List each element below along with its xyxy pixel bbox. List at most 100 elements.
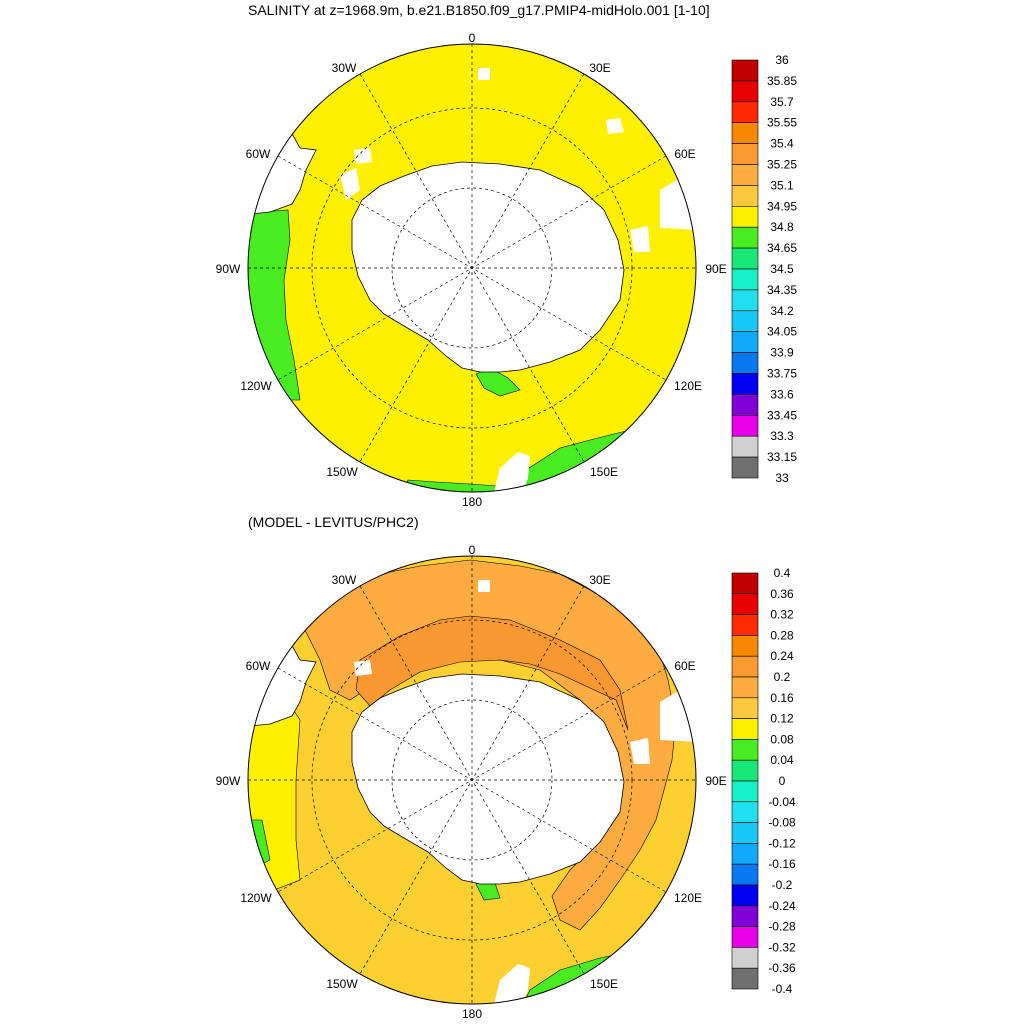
colorbar-swatch — [731, 843, 759, 865]
colorbar-swatch — [731, 101, 759, 124]
colorbar-swatch — [731, 352, 759, 374]
colorbar-swatch — [731, 373, 759, 395]
colorbar-tick-label: 35.55 — [767, 116, 797, 130]
top-lon-label: 180 — [462, 495, 482, 509]
bottom-lon-label: 150E — [590, 977, 618, 991]
colorbar-swatch — [731, 247, 759, 270]
bottom-lon-label: 90E — [705, 774, 726, 788]
colorbar-tick-label: -0.16 — [768, 857, 796, 871]
colorbar-swatch — [731, 905, 759, 927]
colorbar-tick-label: -0.36 — [768, 961, 796, 975]
colorbar-swatch — [731, 780, 759, 803]
colorbar-tick-label: 0.28 — [770, 628, 794, 642]
colorbar-swatch — [731, 676, 759, 699]
bottom-lon-label: 30E — [589, 573, 610, 587]
missing-patch — [606, 118, 624, 134]
top-lon-label: 150E — [590, 465, 618, 479]
colorbar-tick-label: 33 — [775, 471, 789, 485]
difference-colorbar: 0.4 0.36 0.32 0.28 0.24 0.2 0.16 0.12 0.08 0.04 0 -… — [731, 566, 796, 996]
colorbar-tick-label: 0.16 — [770, 691, 794, 705]
colorbar-swatch — [731, 697, 759, 719]
salinity-colorbar: 36 35.85 35.7 35.55 35.4 35.25 35.1 34.95 34.8 34… — [731, 53, 797, 485]
missing-patch — [630, 226, 650, 252]
colorbar-tick-label: 35.1 — [770, 178, 794, 192]
missing-patch — [340, 168, 360, 200]
colorbar-tick-label: 34.2 — [770, 304, 794, 318]
colorbar-swatch — [731, 801, 759, 823]
colorbar-tick-label: 0.12 — [770, 712, 794, 726]
colorbar-tick-label: 0.08 — [770, 732, 794, 746]
colorbar-tick-label: 0.32 — [770, 608, 794, 622]
colorbar-swatch — [731, 164, 759, 186]
colorbar-swatch — [731, 122, 759, 144]
colorbar-swatch — [731, 614, 759, 636]
bottom-lon-label: 90W — [216, 774, 241, 788]
colorbar-tick-label: 34.8 — [770, 220, 794, 234]
bottom-lon-label: 30W — [332, 573, 357, 587]
colorbar-swatch — [731, 926, 759, 948]
bottom-lon-label: 150W — [326, 977, 358, 991]
colorbar-tick-label: 35.7 — [770, 95, 794, 109]
colorbar-swatch — [731, 572, 759, 595]
colorbar-swatch — [731, 759, 759, 782]
antarctica-landmass — [351, 161, 625, 373]
colorbar-swatch — [731, 456, 759, 479]
colorbar-swatch — [731, 593, 759, 615]
bottom-lon-label: 120E — [674, 891, 702, 905]
colorbar-tick-label: 33.6 — [770, 387, 794, 401]
colorbar-tick-label: 0.04 — [770, 753, 794, 767]
colorbar-tick-label: 0.2 — [774, 670, 791, 684]
colorbar-swatch — [731, 331, 759, 353]
colorbar-tick-label: 34.65 — [767, 241, 797, 255]
colorbar-swatch — [731, 226, 759, 249]
missing-patch — [478, 68, 490, 80]
top-lon-label: 30E — [589, 61, 610, 75]
top-lon-label: 150W — [326, 465, 358, 479]
colorbar-tick-label: -0.32 — [768, 940, 796, 954]
bottom-lon-label: 180 — [462, 1007, 482, 1021]
colorbar-tick-label: 35.85 — [767, 74, 797, 88]
bottom-lon-label: 0 — [469, 543, 476, 557]
colorbar-tick-label: -0.24 — [768, 899, 796, 913]
colorbar-tick-label: -0.4 — [772, 982, 793, 996]
top-lon-label: 60E — [674, 147, 695, 161]
colorbar-swatch — [731, 947, 759, 969]
colorbar-tick-label: 35.4 — [770, 137, 794, 151]
colorbar-tick-label: 35.25 — [767, 158, 797, 172]
colorbar-tick-label: 33.3 — [770, 429, 794, 443]
colorbar-tick-label: 33.45 — [767, 408, 797, 422]
colorbar-tick-label: -0.08 — [768, 816, 796, 830]
colorbar-tick-label: 34.05 — [767, 325, 797, 339]
top-lon-label: 0 — [469, 31, 476, 45]
colorbar-tick-label: -0.2 — [772, 878, 793, 892]
colorbar-tick-label: 33.15 — [767, 450, 797, 464]
salinity-difference-polar-map: 0 30E 60E 90E 120E 150E 180 150W 120W 90… — [216, 543, 727, 1021]
bottom-lon-label: 60W — [246, 659, 271, 673]
colorbar-swatch — [731, 863, 759, 886]
bottom-lon-label: 60E — [674, 659, 695, 673]
colorbar-tick-label: 34.95 — [767, 199, 797, 213]
colorbar-tick-label: 0.36 — [770, 587, 794, 601]
colorbar-tick-label: 0.24 — [770, 649, 794, 663]
colorbar-swatch — [731, 414, 759, 437]
bottom-panel-title: (MODEL - LEVITUS/PHC2) — [248, 514, 419, 530]
colorbar-swatch — [731, 206, 759, 228]
antarctica-landmass — [351, 673, 625, 885]
colorbar-swatch — [731, 185, 759, 207]
colorbar-tick-label: 33.9 — [770, 346, 794, 360]
top-lon-label: 90E — [705, 262, 726, 276]
colorbar-tick-label: 33.75 — [767, 367, 797, 381]
colorbar-swatch — [731, 394, 759, 416]
colorbar-swatch — [731, 80, 759, 103]
colorbar-tick-label: 0.4 — [774, 566, 791, 580]
colorbar-tick-label: 34.5 — [770, 262, 794, 276]
colorbar-swatch — [731, 435, 759, 458]
top-lon-label: 60W — [246, 147, 271, 161]
missing-patch — [354, 148, 372, 164]
colorbar-tick-label: -0.12 — [768, 836, 796, 850]
colorbar-swatch — [731, 739, 759, 761]
colorbar-tick-label: -0.04 — [768, 795, 796, 809]
bottom-lon-label: 120W — [240, 891, 272, 905]
top-lon-label: 120W — [240, 379, 272, 393]
bottom-graticule — [248, 556, 696, 1004]
